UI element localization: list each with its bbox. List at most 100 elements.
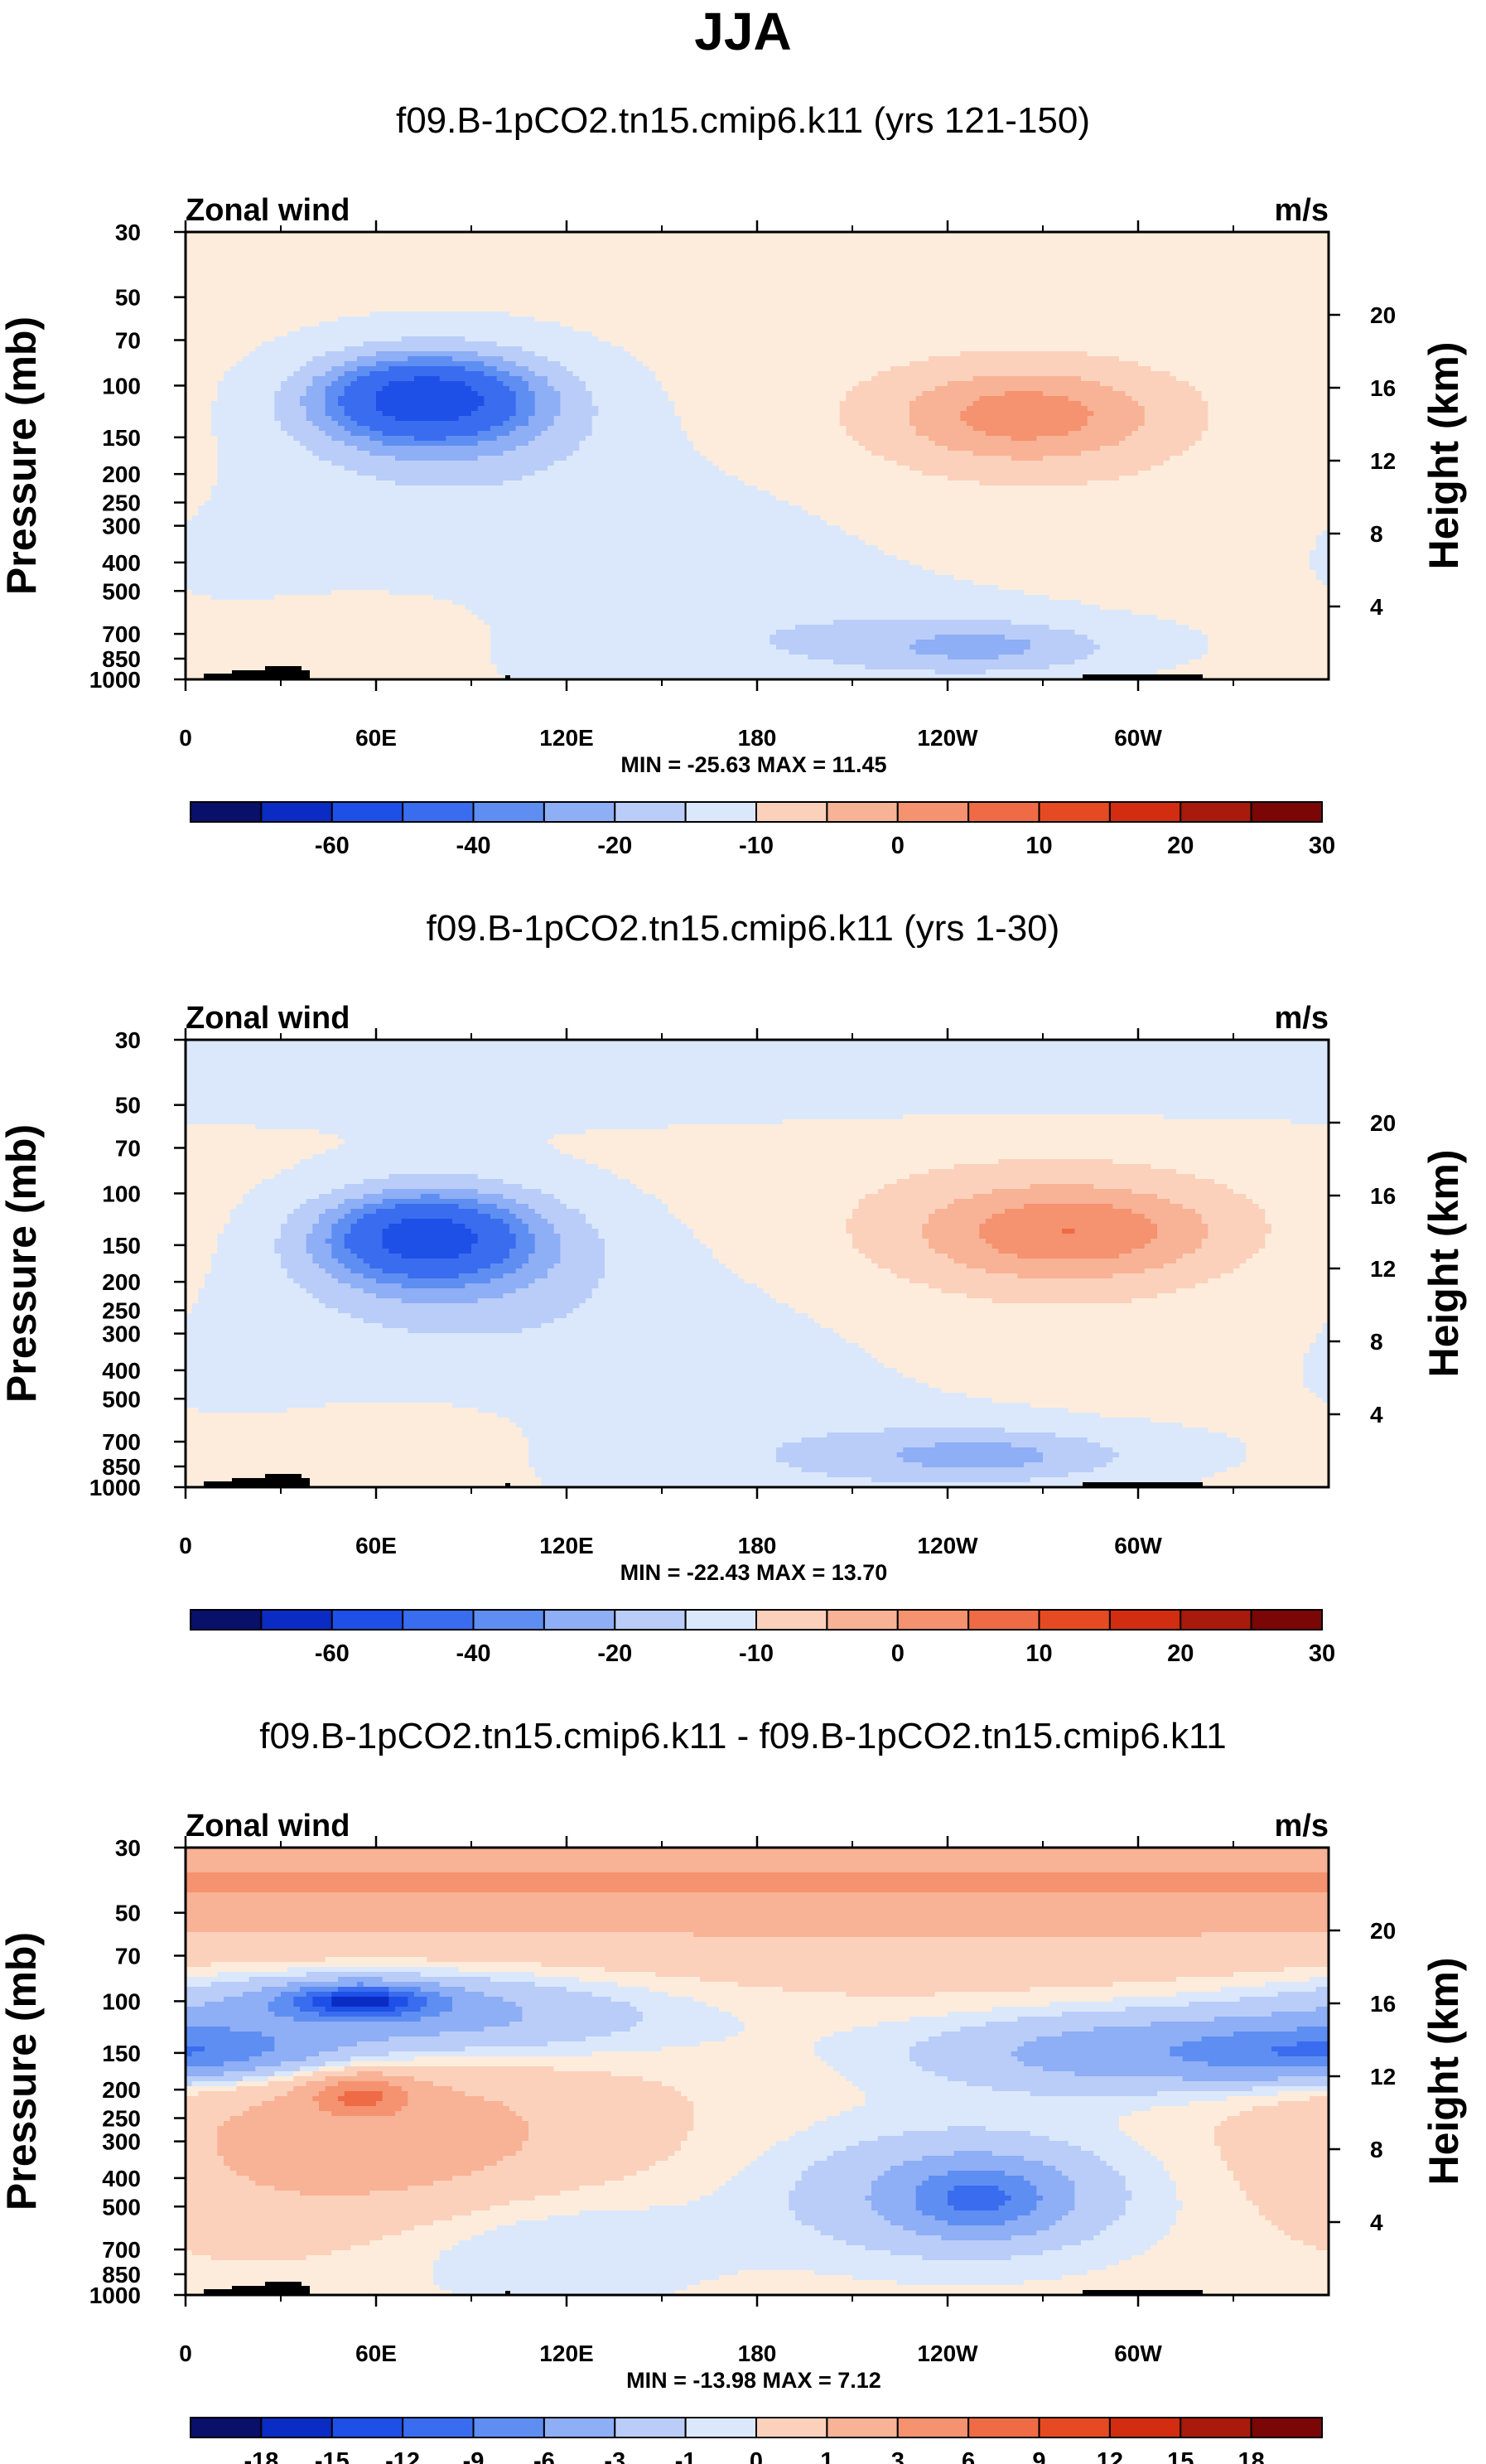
contour-cell [458, 1254, 510, 1259]
contour-cell [433, 595, 1050, 601]
contour-cell [553, 1224, 593, 1230]
contour-cell [922, 2181, 1031, 2186]
contour-cell [1151, 366, 1329, 372]
contour-cell [681, 2091, 866, 2097]
contour-cell [287, 2091, 320, 2097]
contour-cell [560, 1244, 605, 1249]
contour-cell [579, 1209, 669, 1215]
contour-cell [186, 664, 498, 670]
contour-cell [1068, 1472, 1215, 1478]
contour-cell [210, 421, 282, 427]
contour-cell [1157, 1229, 1209, 1234]
contour-cell [706, 2002, 1050, 2007]
contour-cell [439, 1982, 536, 1988]
contour-cell [350, 1283, 403, 1289]
contour-cell [382, 2071, 612, 2077]
contour-cell [186, 446, 218, 452]
contour-cell [496, 341, 612, 347]
contour-cell [839, 2071, 936, 2077]
contour-cell [186, 1224, 224, 1230]
contour-cell [515, 1288, 593, 1294]
contour-cell [522, 1219, 548, 1225]
contour-cell [484, 371, 510, 377]
contour-cell [1208, 1224, 1272, 1230]
contour-cell [1062, 2171, 1120, 2177]
x-tick-label: 60E [355, 1533, 397, 1558]
contour-cell [839, 411, 910, 417]
contour-cell [1036, 2206, 1075, 2211]
contour-cell [1011, 2051, 1170, 2057]
contour-cell [490, 659, 834, 665]
contour-cell [1043, 2250, 1146, 2256]
contour-cell [630, 1179, 898, 1185]
contour-cell [1265, 1239, 1329, 1244]
contour-cell [503, 381, 529, 387]
colorbar-label: 9 [1032, 2448, 1045, 2464]
contour-cell [186, 1234, 218, 1239]
contour-cell [591, 1992, 669, 1998]
contour-cell [503, 1293, 593, 1299]
contour-cell [915, 2041, 1025, 2047]
contour-cell [833, 2066, 923, 2072]
contour-cell [408, 2096, 485, 2102]
contour-cell [896, 555, 1310, 561]
contour-cell [1296, 2027, 1329, 2032]
contour-cell [1005, 1209, 1132, 1215]
contour-cell [998, 2186, 1037, 2191]
contour-cell [865, 1254, 948, 1259]
contour-cell [948, 2126, 987, 2132]
x-tick-label: 60W [1114, 725, 1162, 751]
contour-cell [929, 1383, 1304, 1389]
contour-cell [1131, 1189, 1234, 1195]
contour-cell [186, 297, 1329, 302]
contour-cell [414, 2056, 822, 2062]
contour-cell [401, 1298, 479, 1304]
contour-cell [909, 406, 967, 412]
contour-cell [408, 2186, 580, 2191]
contour-cell [725, 1263, 879, 1269]
contour-cell [509, 312, 1329, 317]
contour-cell [243, 1992, 282, 1998]
contour-cell [236, 361, 307, 367]
contour-cell [186, 1942, 1329, 1948]
contour-cell [344, 406, 377, 412]
contour-cell [477, 1209, 510, 1215]
contour-cell [186, 1353, 872, 1359]
contour-cell [903, 1373, 1304, 1379]
contour-cell [1201, 1477, 1329, 1483]
contour-cell [1138, 361, 1329, 367]
contour-cell [801, 1437, 1088, 1443]
contour-cell [986, 2126, 1120, 2132]
contour-cell [300, 326, 574, 332]
contour-cell [414, 376, 441, 382]
contour-cell [306, 1249, 332, 1254]
contour-cell [477, 615, 1158, 621]
contour-cell [1303, 1373, 1329, 1379]
contour-cell [522, 346, 625, 352]
contour-cell [1246, 1447, 1329, 1453]
contour-cell [186, 1293, 199, 1299]
contour-cell [186, 326, 301, 332]
contour-cell [846, 1219, 929, 1225]
units-label: m/s [1275, 193, 1329, 228]
contour-cell [1151, 1418, 1329, 1423]
contour-cell [300, 441, 345, 447]
contour-cell [1138, 674, 1329, 679]
contour-cell [972, 580, 1323, 586]
contour-cell [896, 2280, 1025, 2286]
contour-cell [331, 2111, 396, 2117]
contour-cell [217, 476, 377, 481]
contour-cell [338, 1259, 364, 1264]
contour-cell [1170, 2046, 1272, 2052]
contour-cell [948, 476, 1120, 481]
contour-cell [186, 669, 498, 675]
contour-cell [248, 2106, 320, 2112]
contour-cell [617, 1982, 739, 1988]
y-tick-label: 500 [102, 1386, 141, 1412]
contour-cell [186, 1952, 1329, 1958]
contour-cell [357, 1219, 403, 1225]
contour-cell [452, 1219, 504, 1225]
contour-cell [998, 2206, 1037, 2211]
contour-cell [1074, 2181, 1127, 2186]
contour-cell [1017, 2056, 1184, 2062]
